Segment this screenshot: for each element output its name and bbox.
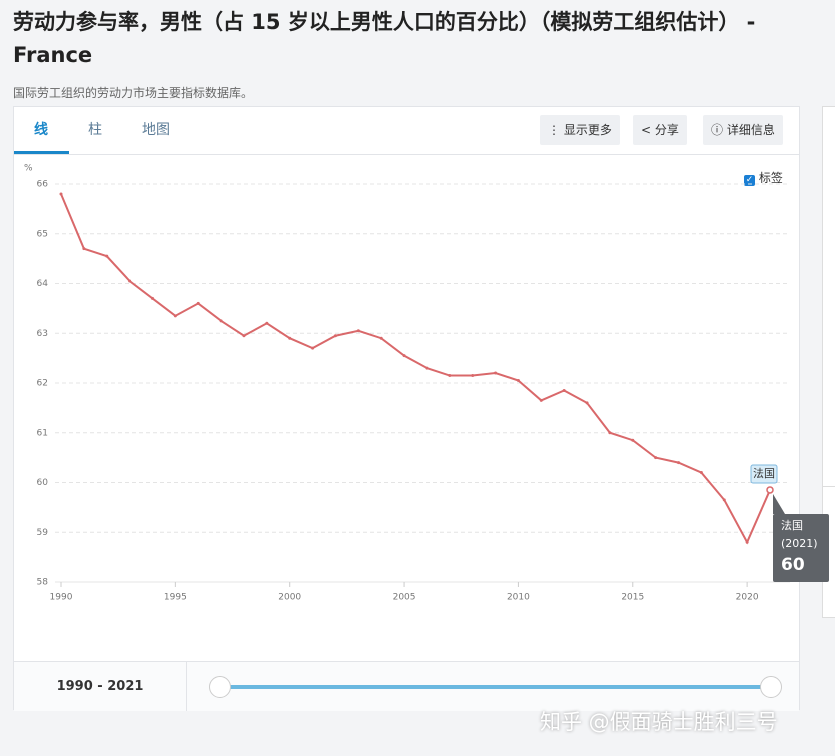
tooltip-arrow xyxy=(773,493,785,514)
button-label: 详细信息 xyxy=(726,123,775,137)
data-point xyxy=(59,192,63,196)
tooltip: 法国 (2021) 60 xyxy=(773,493,829,582)
watermark: 知乎 @假面骑士胜利三号 xyxy=(540,710,778,734)
range-bar: 1990 - 2021 xyxy=(14,661,799,711)
data-point xyxy=(585,401,589,405)
series-label-box xyxy=(750,464,778,484)
data-point xyxy=(333,334,337,338)
tooltip-value: 60 xyxy=(781,555,805,575)
data-point xyxy=(471,374,475,378)
data-line xyxy=(60,193,771,545)
data-point xyxy=(654,456,658,460)
data-point xyxy=(402,354,406,358)
range-track[interactable] xyxy=(219,685,771,689)
x-tick-label: 1990 xyxy=(50,593,73,603)
tab[interactable]: 线 xyxy=(34,122,48,138)
y-tick-label: 63 xyxy=(37,329,48,339)
data-point xyxy=(608,431,612,435)
y-unit: % xyxy=(24,164,33,174)
data-point xyxy=(677,461,681,465)
data-point xyxy=(516,379,520,383)
button[interactable]: ⋮ 显示更多 xyxy=(540,115,620,145)
data-point xyxy=(745,540,749,544)
tab[interactable]: 柱 xyxy=(88,122,102,138)
data-point xyxy=(448,374,452,378)
data-point xyxy=(356,329,360,333)
button-label: 显示更多 xyxy=(563,123,612,137)
tab[interactable]: 地图 xyxy=(142,122,170,138)
data-point xyxy=(105,254,109,258)
y-tick-label: 62 xyxy=(37,379,48,389)
data-point xyxy=(722,498,726,502)
data-point xyxy=(288,336,292,340)
data-point xyxy=(82,247,86,251)
data-point xyxy=(562,388,566,392)
data-point xyxy=(539,398,543,402)
range-label: 1990 - 2021 xyxy=(14,662,187,711)
range-handle[interactable] xyxy=(209,676,231,698)
checkbox[interactable]: ✓ 标签 xyxy=(744,171,783,186)
data-point xyxy=(173,314,177,318)
series-label: 法国 xyxy=(753,466,775,480)
chart-panel: 线 柱 地图 ⋮ 显示更多 < 分享 ⓘ 详细信息 ✓ 标签 1990 - 20… xyxy=(13,106,800,711)
y-tick-label: 60 xyxy=(37,478,49,488)
x-tick-label: 2005 xyxy=(393,593,416,603)
tab-underline xyxy=(14,151,69,154)
button[interactable]: < 分享 xyxy=(633,115,687,145)
data-point xyxy=(150,296,154,300)
source: 国际劳工组织的劳动力市场主要指标数据库。 xyxy=(13,86,254,100)
x-tick-label: 2020 xyxy=(736,593,759,603)
data-point xyxy=(242,334,246,338)
y-tick-label: 64 xyxy=(37,279,49,289)
y-tick-label: 65 xyxy=(37,229,48,239)
tooltip-box xyxy=(773,513,829,582)
button-label: 分享 xyxy=(654,123,679,137)
data-point xyxy=(631,438,635,442)
tooltip-x: (2021) xyxy=(781,537,818,550)
data-point xyxy=(699,471,703,475)
data-point xyxy=(311,346,315,350)
data-point xyxy=(379,336,383,340)
data-point xyxy=(265,321,269,325)
y-tick-label: 58 xyxy=(37,578,49,588)
data-point xyxy=(219,319,223,323)
x-tick-label: 2015 xyxy=(621,593,644,603)
data-point xyxy=(494,371,498,375)
range-handle[interactable] xyxy=(760,676,782,698)
x-tick-label: 1995 xyxy=(164,593,187,603)
y-tick-label: 59 xyxy=(37,528,49,538)
data-point xyxy=(425,366,429,370)
page-title: 劳动力参与率，男性（占 15 岁以上男性人口的百分比）（模拟劳工组织估计） - … xyxy=(13,10,756,67)
divider xyxy=(14,154,799,155)
data-point xyxy=(766,486,774,494)
x-tick-label: 2000 xyxy=(278,593,301,603)
y-tick-label: 61 xyxy=(37,428,48,438)
x-tick-label: 2010 xyxy=(507,593,530,603)
checkbox-label: 标签 xyxy=(758,171,783,185)
tooltip-name: 法国 xyxy=(781,518,803,532)
data-point xyxy=(196,301,200,305)
button[interactable]: ⓘ 详细信息 xyxy=(703,115,783,145)
data-point xyxy=(128,279,132,283)
y-tick-label: 66 xyxy=(37,180,49,190)
